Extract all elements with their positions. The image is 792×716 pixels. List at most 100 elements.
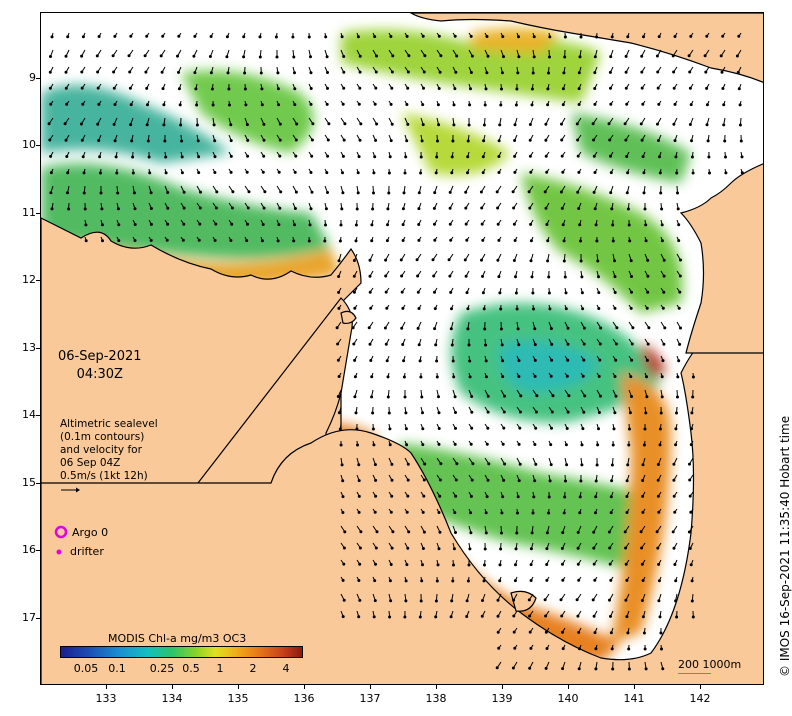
- velocity-arrow-head: [449, 327, 453, 331]
- velocity-arrow-head: [580, 291, 584, 295]
- colorbar-tick: 0.5: [182, 662, 200, 675]
- velocity-arrow-head: [389, 35, 393, 38]
- y-tick-label: 9: [29, 71, 36, 84]
- velocity-arrow-head: [513, 239, 517, 242]
- velocity-arrow-head: [624, 86, 628, 90]
- velocity-arrow-head: [688, 462, 691, 466]
- velocity-arrow-head: [609, 578, 613, 582]
- velocity-arrow-head: [128, 86, 132, 90]
- velocity-arrow-head: [465, 599, 469, 603]
- velocity-arrow-head: [81, 102, 85, 106]
- velocity-arrow-head: [500, 343, 504, 347]
- velocity-arrow-head: [640, 138, 644, 142]
- velocity-arrow-head: [293, 71, 296, 75]
- velocity-arrow-head: [687, 54, 691, 58]
- date-text: 06-Sep-2021: [58, 349, 142, 364]
- velocity-arrow-head: [450, 599, 454, 603]
- velocity-arrow-head: [225, 35, 229, 39]
- velocity-arrow-head: [501, 495, 505, 499]
- velocity-arrow-head: [480, 222, 484, 226]
- velocity-arrow-head: [531, 71, 535, 75]
- velocity-arrow-head: [581, 374, 585, 378]
- velocity-arrow-head: [343, 530, 347, 534]
- velocity-arrow-head: [479, 190, 483, 194]
- velocity-arrow-head: [149, 238, 153, 242]
- velocity-arrow-head: [470, 478, 474, 482]
- velocity-arrow-head: [341, 578, 345, 582]
- velocity-arrow-head: [547, 291, 551, 295]
- x-tick-label: 136: [293, 692, 315, 705]
- velocity-arrow-head: [343, 122, 347, 126]
- velocity-arrow-head: [738, 103, 742, 107]
- velocity-arrow-head: [370, 239, 374, 243]
- velocity-arrow-head: [228, 103, 231, 107]
- velocity-arrow-head: [422, 70, 426, 74]
- velocity-arrow-head: [449, 615, 453, 619]
- velocity-arrow-head: [466, 327, 470, 331]
- velocity-arrow-head: [517, 442, 521, 446]
- legend-argo-label: Argo 0: [72, 525, 109, 539]
- velocity-arrow-head: [503, 394, 506, 398]
- map-frame[interactable]: [40, 12, 764, 685]
- velocity-arrow-head: [513, 154, 517, 158]
- velocity-arrow-head: [518, 410, 522, 414]
- velocity-arrow-head: [612, 427, 616, 431]
- velocity-arrow-head: [324, 207, 328, 211]
- velocity-arrow-head: [483, 327, 487, 331]
- velocity-arrow-head: [101, 239, 104, 243]
- velocity-arrow-head: [402, 359, 406, 363]
- info-line: (0.1m contours): [60, 431, 145, 443]
- velocity-arrow-head: [159, 54, 163, 58]
- legend-drifter: drifter: [54, 545, 104, 558]
- velocity-arrow-head: [689, 563, 693, 567]
- velocity-arrow-head: [566, 410, 570, 414]
- velocity-arrow-head: [642, 631, 646, 635]
- velocity-arrow-head: [352, 290, 356, 294]
- velocity-arrow-head: [592, 138, 596, 142]
- velocity-arrow-head: [375, 530, 379, 534]
- land-south: [41, 342, 763, 684]
- velocity-arrow-head: [678, 290, 682, 294]
- velocity-arrow-head: [577, 667, 581, 671]
- velocity-arrow-head: [642, 35, 645, 39]
- velocity-arrow-head: [47, 122, 51, 126]
- velocity-arrow-head: [180, 171, 184, 175]
- velocity-arrow-head: [688, 86, 692, 90]
- velocity-arrow-head: [656, 463, 660, 466]
- velocity-arrow-head: [565, 463, 569, 467]
- velocity-arrow-head: [453, 511, 457, 515]
- velocity-arrow-head: [513, 579, 517, 583]
- velocity-arrow-head: [402, 375, 406, 379]
- velocity-arrow-head: [406, 70, 410, 74]
- y-tick-mark: [36, 483, 40, 484]
- velocity-arrow-head: [465, 615, 469, 618]
- x-tick-label: 138: [425, 692, 447, 705]
- velocity-arrow-head: [661, 359, 665, 363]
- velocity-arrow-head: [437, 547, 441, 551]
- velocity-arrow-head: [243, 71, 247, 75]
- velocity-arrow-head: [513, 170, 517, 174]
- velocity-arrow-head: [419, 171, 423, 175]
- velocity-arrow-head: [662, 290, 666, 294]
- velocity-arrow-head: [406, 494, 410, 498]
- velocity-arrow-head: [626, 207, 630, 211]
- velocity-arrow-head: [548, 479, 552, 483]
- map-canvas[interactable]: [41, 13, 764, 685]
- velocity-arrow-head: [406, 86, 410, 90]
- velocity-arrow-head: [533, 327, 537, 331]
- velocity-arrow-head: [511, 666, 515, 670]
- velocity-arrow-head: [722, 103, 726, 107]
- velocity-arrow-head: [353, 375, 357, 379]
- velocity-arrow-head: [438, 494, 442, 498]
- velocity-arrow-head: [229, 239, 233, 242]
- velocity-arrow-head: [527, 598, 531, 602]
- velocity-arrow-head: [373, 463, 377, 467]
- x-tick-mark: [436, 685, 437, 689]
- velocity-arrow-head: [468, 359, 472, 363]
- velocity-arrow-head: [513, 139, 517, 142]
- velocity-arrow-head: [721, 87, 725, 90]
- velocity-arrow-head: [629, 375, 633, 379]
- velocity-arrow-head: [597, 374, 601, 378]
- velocity-arrow-head: [544, 630, 548, 634]
- velocity-arrow-head: [736, 70, 740, 74]
